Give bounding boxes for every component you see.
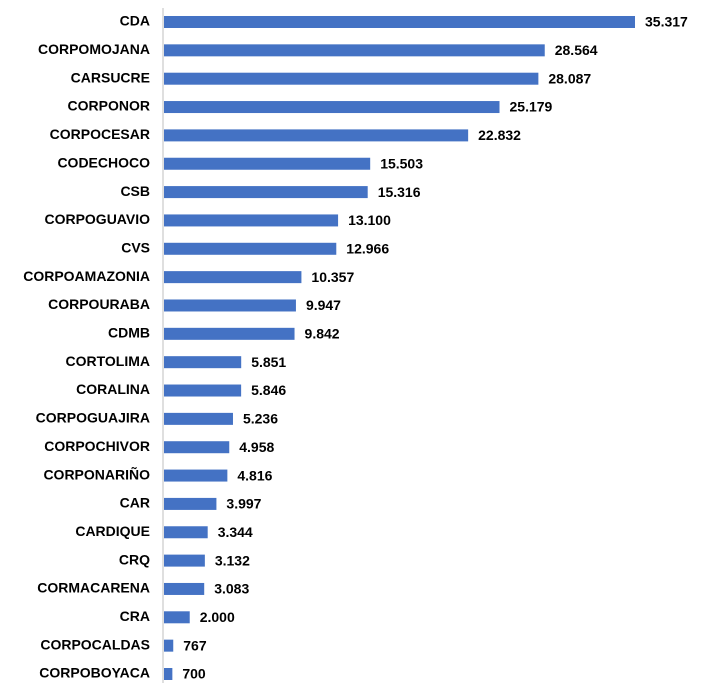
value-label: 767 [183,637,207,653]
value-label: 4.816 [237,467,272,483]
category-label: CSB [120,183,150,199]
bar [164,497,217,510]
category-label: CRA [120,608,150,624]
bar [164,384,242,397]
value-label: 3.997 [226,496,261,512]
value-label: 28.564 [555,42,598,58]
category-label: CORPOURABA [48,296,150,312]
category-label: CORPOCALDAS [40,636,150,652]
category-label: CORPOGUAVIO [44,211,150,227]
category-label: CARDIQUE [75,523,150,539]
value-label: 5.236 [243,411,278,427]
bar [164,668,173,680]
bar [164,271,302,284]
bar [164,242,337,255]
category-label: CDMB [108,325,150,341]
bar [164,129,469,142]
category-label: CORPOAMAZONIA [23,268,150,284]
category-label: CORPOCESAR [50,126,150,142]
bar [164,214,339,227]
bar [164,44,545,57]
bar [164,72,539,85]
bar [164,554,205,567]
category-label: CORPONOR [68,98,150,114]
category-label: CRQ [119,551,150,567]
category-label: CORMACARENA [37,580,150,596]
value-label: 9.947 [306,297,341,313]
bar [164,412,233,425]
bar [164,441,230,454]
value-label: 2.000 [200,609,235,625]
bar [164,582,205,595]
bar [164,186,368,199]
category-label: CAR [120,495,150,511]
category-label: CODECHOCO [57,154,150,170]
value-label: 5.846 [251,382,286,398]
bar [164,299,296,312]
bar [164,356,242,369]
category-label: CDA [120,13,150,29]
value-label: 22.832 [478,127,521,143]
category-label: CVS [121,239,150,255]
bar [164,526,208,539]
bar [164,611,190,624]
category-label: CORPOCHIVOR [44,438,150,454]
category-label: CORPOBOYACA [39,665,150,681]
value-label: 9.842 [305,326,340,342]
category-label: CORPOGUAJIRA [36,410,150,426]
value-label: 12.966 [346,240,389,256]
category-label: CORALINA [76,381,150,397]
value-label: 3.344 [218,524,253,540]
value-label: 13.100 [348,212,391,228]
value-label: 15.316 [378,184,421,200]
value-label: 700 [182,666,206,682]
category-label: CARSUCRE [71,69,150,85]
category-label: CORPONARIÑO [43,465,150,482]
bar [164,16,635,28]
value-label: 3.083 [214,581,249,597]
value-label: 35.317 [645,14,688,30]
value-label: 25.179 [510,99,553,115]
value-label: 15.503 [380,155,423,171]
bar [164,157,371,170]
bar [164,101,500,114]
value-label: 4.958 [239,439,274,455]
bar [164,639,174,652]
value-label: 28.087 [548,70,591,86]
category-label: CORTOLIMA [65,353,150,369]
value-label: 10.357 [311,269,354,285]
category-label: CORPOMOJANA [38,41,150,57]
bar [164,469,228,482]
value-label: 3.132 [215,552,250,568]
bar [164,327,295,340]
value-label: 5.851 [251,354,286,370]
